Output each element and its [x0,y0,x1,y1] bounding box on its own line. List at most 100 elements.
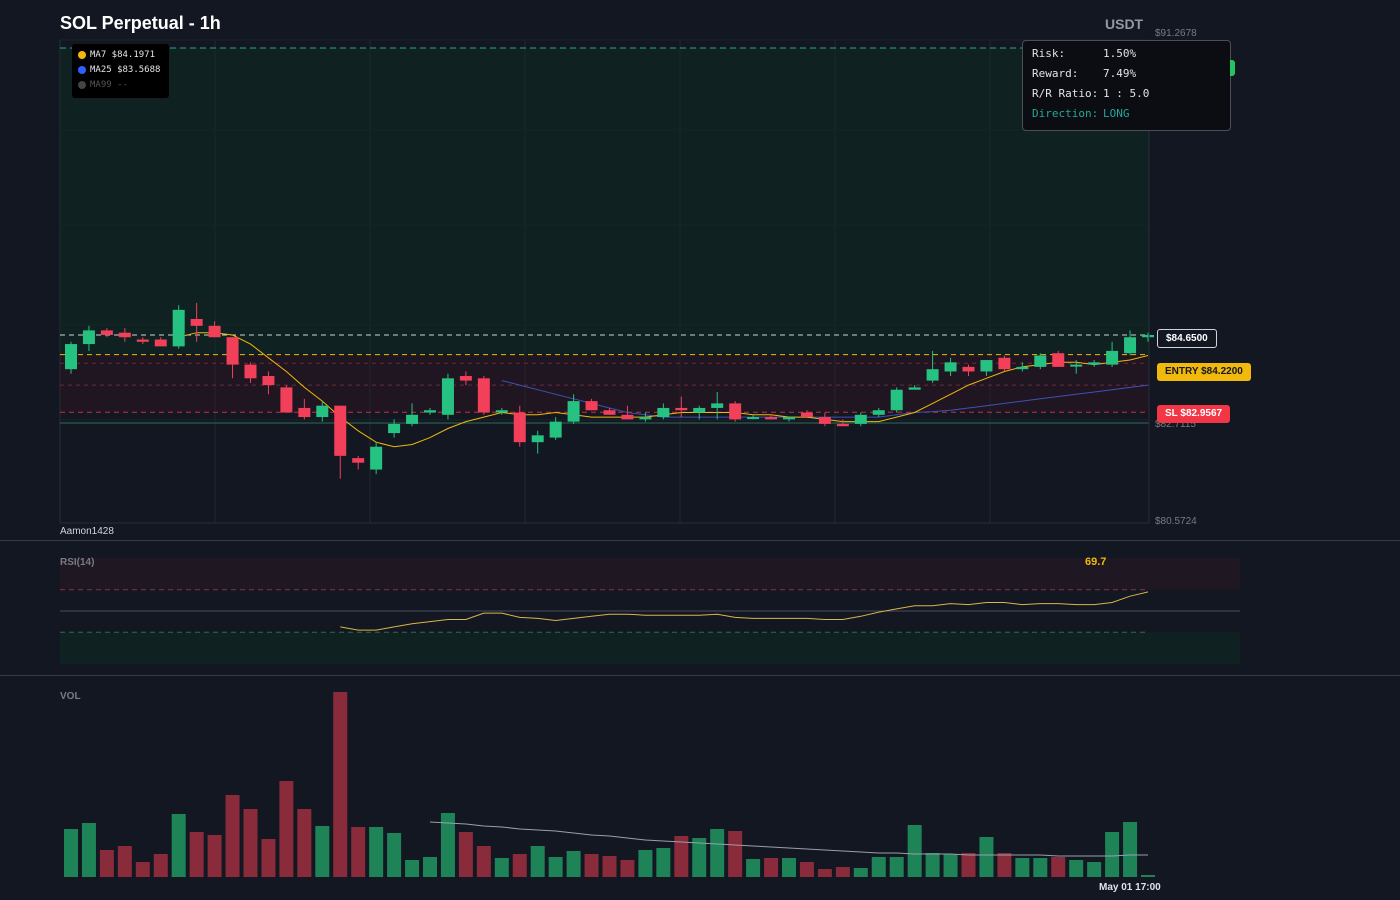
volume-bar [638,850,653,877]
volume-bar [387,833,402,877]
stop-loss-zone [60,354,1149,413]
candle-body [82,330,95,345]
candle [585,398,598,411]
candle [280,385,293,413]
candle [459,371,472,386]
candle [136,337,149,345]
candle [657,403,670,420]
candle [675,396,688,418]
volume-bar [225,795,240,877]
ratio-row: R/R Ratio: 1 : 5.0 [1032,86,1230,106]
volume-bar [333,692,348,877]
candle-body [316,405,329,418]
candle [729,401,742,422]
volume-bar [351,827,366,877]
stop-loss-badge[interactable]: SL $82.9567 [1157,405,1231,423]
candle-body [998,357,1011,370]
candle [998,355,1011,372]
entry-price-badge[interactable]: ENTRY $84.2200 [1157,363,1251,381]
volume-bar [817,869,832,877]
candle [208,321,221,338]
price-axis-top-label: $91.2678 [1155,28,1197,39]
volume-bar [207,835,222,877]
volume-bar [494,858,509,877]
volume-bar [1051,857,1066,877]
candle [334,405,347,479]
volume-bar [423,857,437,877]
candle [711,391,724,420]
candle [531,430,544,454]
candle-body [872,410,885,415]
volume-bar [261,839,276,877]
volume-bar [656,848,671,877]
reward-row: Reward: 7.49% [1032,66,1230,86]
time-axis-last-label: May 01 17:00 [1099,882,1161,893]
volume-bar [799,862,814,877]
candle [783,417,795,422]
candle [118,328,131,342]
candle [370,442,383,475]
candle-body [406,414,419,424]
volume-bar [117,846,132,877]
rsi-label: RSI(14) [60,557,95,568]
candle-body [495,410,508,413]
candle-body [65,344,77,370]
candle-body [172,309,185,347]
candle-body [1034,355,1047,367]
candle [621,405,634,420]
candle [1142,332,1154,342]
reward-value: 7.49% [1103,67,1137,80]
volume-bar [710,829,725,877]
candle-body [621,414,634,420]
volume-bar [746,859,761,877]
pane-separator-volume[interactable] [0,675,1400,676]
chart-title: SOL Perpetual - 1h [60,13,221,33]
candle [944,357,957,377]
candle-body [154,339,167,347]
volume-label: VOL [60,691,81,702]
candle-body [280,387,293,413]
candle-body [1106,350,1119,365]
volume-bar [476,846,491,877]
quote-currency: USDT [1105,16,1144,32]
candle [226,337,239,379]
volume-bar [1105,832,1120,877]
volume-bar [1069,860,1084,877]
candle-body [639,417,652,420]
volume-bar [153,854,168,877]
ratio-value: 1 : 5.0 [1103,87,1150,100]
volume-bar [764,858,779,877]
candle-body [262,376,275,386]
take-profit-zone [60,47,1149,355]
candle-body [477,378,490,413]
candle [298,398,311,420]
pane-separator-rsi[interactable] [0,540,1400,541]
candle [1034,353,1047,370]
volume-bar [889,857,904,877]
volume-bar [871,857,886,877]
volume-bar [369,827,384,877]
candle-body [818,417,831,424]
candle-body [118,332,131,338]
candle-body [675,407,688,411]
candle-body [1052,353,1065,367]
candle-body [1124,337,1137,354]
candles [65,303,1154,479]
candle [693,405,706,420]
candle-body [908,387,921,390]
candle-body [711,403,724,408]
candle-body [603,410,616,415]
candle [854,412,867,427]
candle [603,407,616,415]
volume-bar [1015,858,1030,877]
volume-bar [171,814,186,877]
volume-bar [907,825,922,877]
candle-body [567,401,580,422]
candle-body [854,414,867,424]
rsi-overbought-zone [60,558,1240,590]
take-profit-handle[interactable] [1230,60,1235,76]
candle [962,364,975,377]
risk-row: Risk: 1.50% [1032,46,1230,66]
current-price-badge: $84.6500 [1157,329,1217,348]
